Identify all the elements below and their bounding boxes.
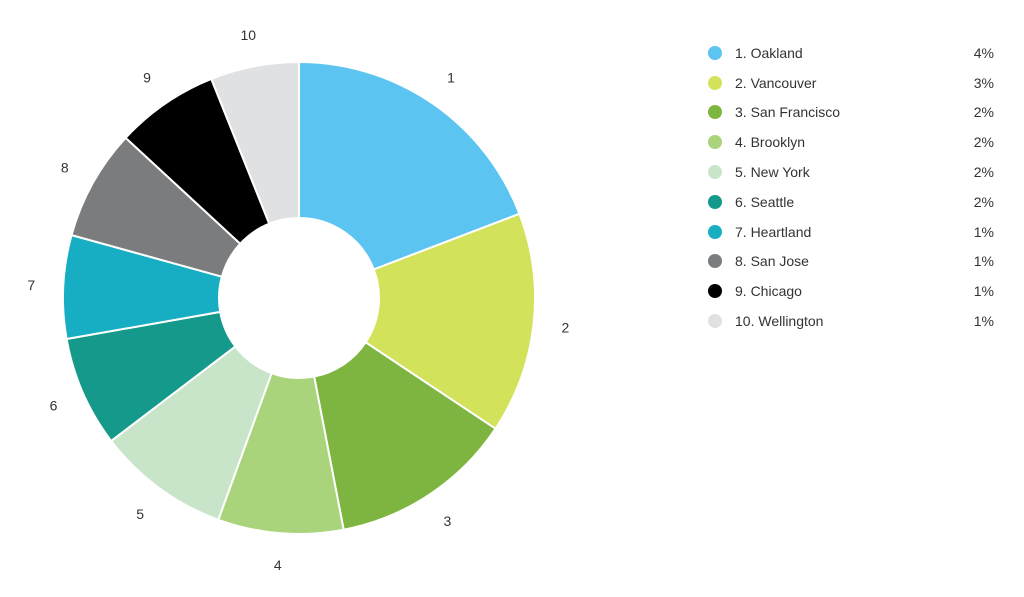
legend-label: 1. Oakland xyxy=(735,44,803,61)
legend-item-8[interactable]: 8. San Jose 1% xyxy=(708,247,994,277)
legend-value: 3% xyxy=(973,74,994,91)
legend-item-4[interactable]: 4. Brooklyn 2% xyxy=(708,127,994,157)
legend-label: 10. Wellington xyxy=(735,313,824,330)
legend-value: 2% xyxy=(973,193,994,210)
legend-swatch xyxy=(708,194,722,209)
slice-label-9: 9 xyxy=(143,69,151,85)
slice-label-10: 10 xyxy=(240,27,256,43)
legend-swatch xyxy=(708,105,722,120)
legend-value: 2% xyxy=(973,104,994,121)
slice-label-4: 4 xyxy=(274,557,282,573)
legend-label: 7. Heartland xyxy=(735,223,812,240)
legend-value: 1% xyxy=(973,313,994,330)
slice-label-6: 6 xyxy=(50,397,58,413)
slice-label-1: 1 xyxy=(447,69,455,85)
pie-slice-2[interactable] xyxy=(364,212,536,431)
legend-item-9[interactable]: 9. Chicago 1% xyxy=(708,276,994,306)
legend-swatch xyxy=(708,224,722,239)
pie-slice-10[interactable] xyxy=(209,60,300,226)
legend-item-6[interactable]: 6. Seattle 2% xyxy=(708,187,994,217)
legend-value: 2% xyxy=(973,164,994,181)
legend-swatch xyxy=(708,314,722,329)
legend-label: 5. New York xyxy=(735,164,810,181)
slice-label-8: 8 xyxy=(61,160,69,176)
legend-item-1[interactable]: 1. Oakland 4% xyxy=(708,38,994,68)
legend-value: 1% xyxy=(973,283,994,300)
pie-slice-3[interactable] xyxy=(312,340,497,531)
legend-label: 6. Seattle xyxy=(735,193,795,210)
slice-label-5: 5 xyxy=(136,506,144,522)
chart-legend: 1. Oakland 4% 2. Vancouver 3% 3. San Francis… xyxy=(708,38,994,336)
legend-label: 4. Brooklyn xyxy=(735,134,806,151)
legend-label: 3. San Francisco xyxy=(735,104,841,121)
legend-item-10[interactable]: 10. Wellington 1% xyxy=(708,306,994,336)
legend-swatch xyxy=(708,284,722,299)
legend-value: 1% xyxy=(973,223,994,240)
legend-value: 4% xyxy=(973,44,994,61)
slice-label-3: 3 xyxy=(444,513,452,529)
legend-item-5[interactable]: 5. New York 2% xyxy=(708,157,994,187)
legend-swatch xyxy=(708,75,722,90)
legend-item-3[interactable]: 3. San Francisco 2% xyxy=(708,98,994,128)
legend-value: 2% xyxy=(973,134,994,151)
slice-label-2: 2 xyxy=(561,320,569,336)
legend-value: 1% xyxy=(973,253,994,270)
legend-label: 2. Vancouver xyxy=(735,74,817,91)
legend-label: 9. Chicago xyxy=(735,283,802,300)
legend-item-2[interactable]: 2. Vancouver 3% xyxy=(708,68,994,98)
legend-label: 8. San Jose xyxy=(735,253,809,270)
legend-swatch xyxy=(708,254,722,269)
slice-label-7: 7 xyxy=(27,277,35,293)
legend-swatch xyxy=(708,45,722,60)
legend-item-7[interactable]: 7. Heartland 1% xyxy=(708,217,994,247)
legend-swatch xyxy=(708,135,722,150)
legend-swatch xyxy=(708,165,722,180)
pie-slice-1[interactable] xyxy=(298,60,521,271)
